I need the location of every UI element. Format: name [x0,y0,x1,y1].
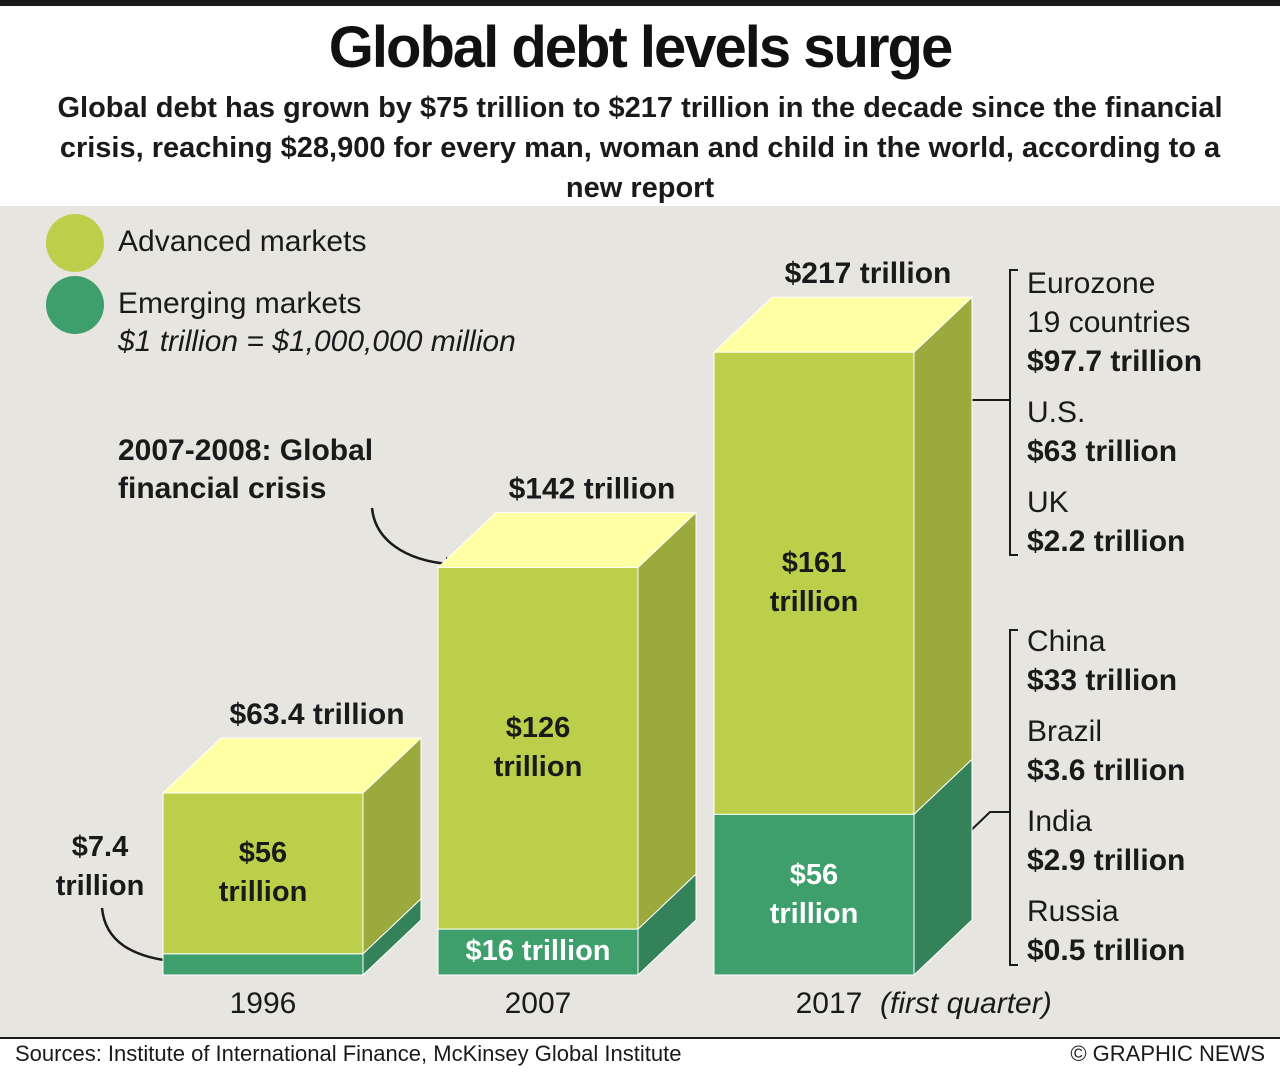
value-label: $56 trillion [218,837,308,909]
bar-side [637,511,697,931]
legend-note: $1 trillion = $1,000,000 million [117,325,516,358]
x-tick-label: 2017 [796,987,863,1020]
breakdown-name: India [1027,805,1092,838]
bar [437,566,639,930]
bar [437,928,639,976]
breakdown-name: Eurozone [1027,267,1155,300]
top-bar [0,0,1280,6]
value-label: $16 trillion [465,935,611,968]
annotation: financial crisis [118,472,326,505]
legend-label: Emerging markets [118,287,361,320]
breakdown-name: U.S. [1027,396,1085,429]
legend-label: Advanced markets [118,225,366,258]
bracket [965,269,1018,556]
chart-title: Global debt levels surge [328,15,953,80]
breakdown-name: Russia [1027,895,1119,928]
breakdown-amount: $33 trillion [1027,664,1177,697]
bar [713,813,915,976]
value-label: $126 trillion [493,712,583,784]
breakdown-amount: $2.2 trillion [1027,525,1185,558]
breakdown-amount: $63 trillion [1027,435,1177,468]
legend-swatch [46,276,104,334]
arrow [370,507,449,566]
annotation: 2007-2008: Global [118,434,373,467]
chart-subtitle: Global debt has grown by $75 trillion to… [57,92,1223,204]
x-tick-label: 2007 [505,987,572,1020]
total-label: $142 trillion [509,472,676,505]
breakdown-detail: 19 countries [1027,306,1190,339]
legend-swatch [46,214,104,272]
bar [162,792,364,955]
breakdown-name: Brazil [1027,715,1102,748]
breakdown-amount: $97.7 trillion [1027,345,1202,378]
source: Sources: Institute of International Fina… [15,1041,681,1066]
value-label: $161 trillion [769,547,859,619]
x-tick-label: 1996 [230,987,297,1020]
total-label: $217 trillion [785,257,952,290]
value-label: $56 trillion [769,858,859,930]
breakdown-amount: $3.6 trillion [1027,754,1185,787]
breakdown-amount: $0.5 trillion [1027,934,1185,967]
value-label: $7.4 trillion [55,831,145,902]
credit: © GRAPHIC NEWS [1070,1041,1265,1066]
category-note: (first quarter) [880,987,1052,1020]
breakdown-name: UK [1027,486,1069,519]
bar [713,351,915,815]
bar-side [913,296,973,816]
breakdown-amount: $2.9 trillion [1027,844,1185,877]
total-label: $63.4 trillion [229,698,404,731]
bar [162,953,364,976]
breakdown-name: China [1027,625,1106,658]
